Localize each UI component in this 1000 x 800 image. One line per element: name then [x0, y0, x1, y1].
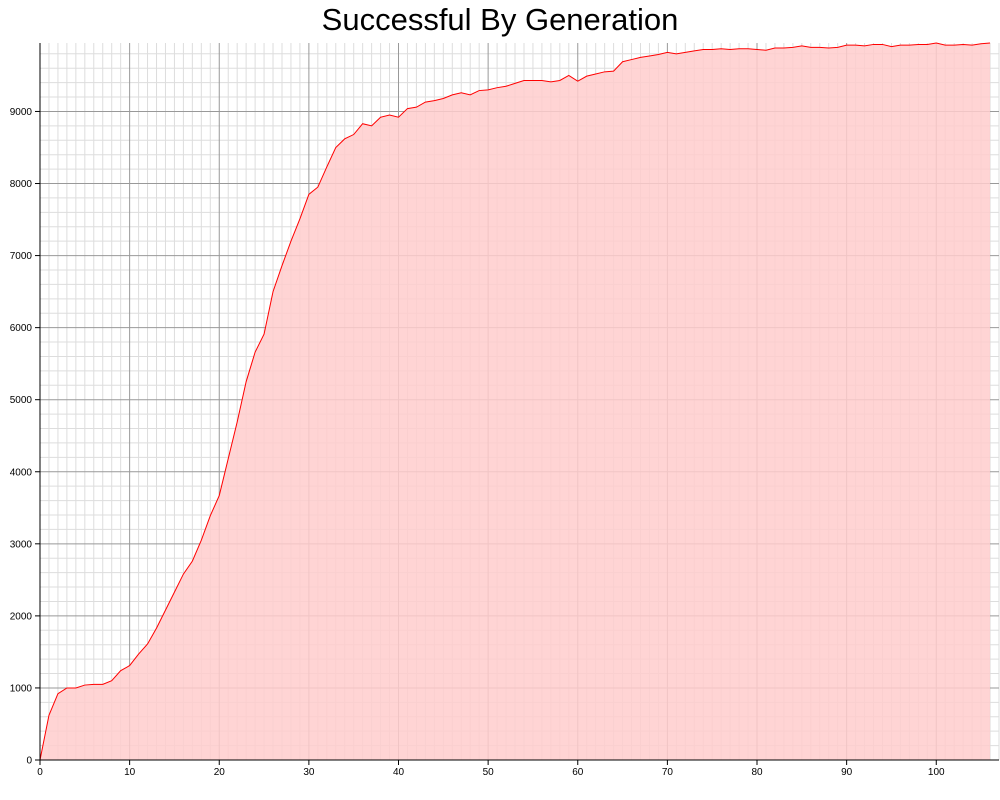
x-tick-label: 70 [662, 767, 674, 778]
x-tick-label: 20 [214, 767, 226, 778]
x-tick-label: 0 [37, 767, 43, 778]
chart-title: Successful By Generation [321, 2, 679, 37]
x-tick-label: 80 [751, 767, 763, 778]
y-tick-label: 9000 [10, 107, 33, 118]
y-tick-label: 0 [26, 756, 32, 767]
series-layer [39, 42, 991, 761]
x-tick-label: 60 [572, 767, 584, 778]
y-tick-label: 8000 [10, 179, 33, 190]
y-tick-label: 2000 [10, 611, 33, 622]
x-tick-label: 40 [393, 767, 405, 778]
series-area-fill [40, 43, 991, 760]
y-tick-label: 5000 [10, 395, 33, 406]
y-tick-label: 3000 [10, 539, 33, 550]
axes [39, 43, 999, 761]
y-tick-label: 6000 [10, 323, 33, 334]
y-tick-label: 7000 [10, 251, 33, 262]
x-tick-label: 100 [928, 767, 945, 778]
x-tick-label: 90 [841, 767, 853, 778]
y-tick-label: 4000 [10, 467, 33, 478]
x-tick-label: 10 [124, 767, 136, 778]
x-tick-label: 50 [483, 767, 495, 778]
series-line [39, 42, 991, 761]
tick-labels: 0 10 20 30 40 50 60 70 80 90 100010002000300040005… [10, 107, 945, 778]
x-tick-label: 30 [303, 767, 315, 778]
y-tick-label: 1000 [10, 683, 33, 694]
